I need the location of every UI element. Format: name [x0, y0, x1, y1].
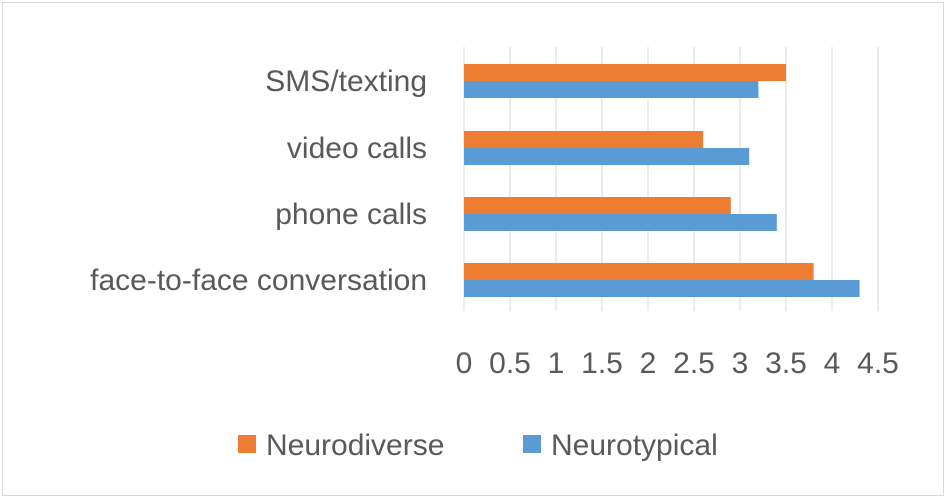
legend-label: Neurotypical [551, 429, 718, 462]
legend-label: Neurodiverse [266, 429, 444, 462]
legend-item-neurotypical: Neurotypical [523, 429, 718, 462]
legend-swatch [523, 435, 541, 453]
x-tick-label: 1 [548, 347, 565, 380]
legend-item-neurodiverse: Neurodiverse [238, 429, 444, 462]
bar-neurotypical-2 [464, 214, 777, 231]
bar-neurotypical-3 [464, 280, 860, 297]
x-tick-label: 2.5 [673, 347, 715, 380]
bar-neurotypical-1 [464, 148, 750, 165]
x-tick-label: 1.5 [581, 347, 623, 380]
x-tick-label: 3 [732, 347, 749, 380]
x-tick-label: 2 [640, 347, 657, 380]
x-tick-label: 0 [456, 347, 473, 380]
category-labels: SMS/texting video calls phone calls face-to… [90, 65, 427, 297]
category-label: face-to-face conversation [90, 264, 427, 297]
category-label: phone calls [275, 198, 427, 231]
bar-neurodiverse-1 [464, 131, 704, 148]
bar-neurotypical-0 [464, 81, 759, 98]
x-tick-label: 3.5 [765, 347, 807, 380]
bar-neurodiverse-2 [464, 197, 731, 214]
legend-swatch [238, 435, 256, 453]
legend: Neurodiverse Neurotypical [238, 429, 718, 462]
bar-neurodiverse-3 [464, 263, 814, 280]
x-tick-label: 4.5 [857, 347, 899, 380]
x-tick-label: 0.5 [489, 347, 531, 380]
chart-frame: SMS/texting video calls phone calls face-to… [2, 2, 944, 496]
bar-chart: SMS/texting video calls phone calls face-to… [90, 47, 899, 462]
bars [464, 64, 860, 297]
x-axis-tick-labels: 0 0.5 1 1.5 2 2.5 3 3.5 4 4.5 [456, 347, 899, 380]
category-label: SMS/texting [265, 65, 427, 98]
bar-neurodiverse-0 [464, 64, 786, 81]
x-tick-label: 4 [824, 347, 841, 380]
category-label: video calls [287, 132, 427, 165]
